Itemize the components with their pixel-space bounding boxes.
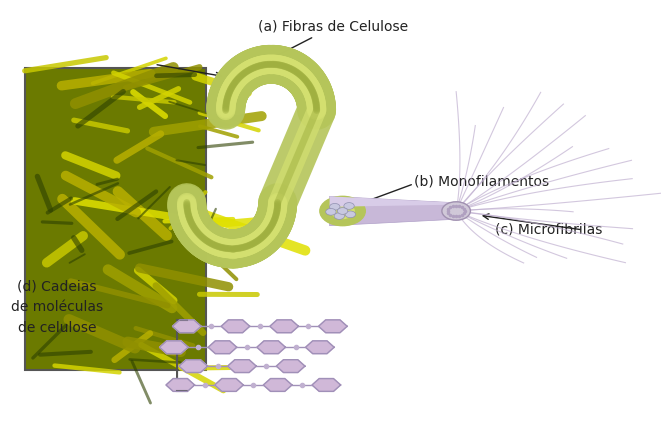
Polygon shape — [160, 341, 188, 354]
Polygon shape — [166, 379, 195, 391]
Polygon shape — [257, 341, 285, 354]
Circle shape — [334, 213, 344, 219]
Text: de celulose: de celulose — [18, 322, 96, 335]
Circle shape — [331, 203, 354, 219]
Bar — [24, 68, 207, 370]
Circle shape — [322, 198, 363, 224]
Polygon shape — [312, 379, 341, 391]
Polygon shape — [263, 379, 292, 391]
Polygon shape — [276, 360, 305, 373]
Circle shape — [326, 208, 336, 215]
Polygon shape — [318, 320, 347, 333]
Polygon shape — [209, 341, 237, 354]
Text: de moléculas: de moléculas — [11, 300, 103, 314]
Circle shape — [320, 196, 365, 226]
Polygon shape — [270, 320, 299, 333]
Text: (a) Fibras de Celulose: (a) Fibras de Celulose — [223, 20, 408, 83]
Circle shape — [340, 209, 346, 213]
Polygon shape — [306, 341, 334, 354]
Polygon shape — [330, 196, 453, 226]
Circle shape — [442, 202, 471, 220]
Circle shape — [345, 211, 355, 218]
Circle shape — [338, 208, 348, 214]
Circle shape — [336, 207, 349, 215]
Polygon shape — [173, 320, 201, 333]
Text: (d) Cadeias: (d) Cadeias — [17, 279, 97, 293]
Text: (c) Microfibrilas: (c) Microfibrilas — [495, 223, 602, 237]
Circle shape — [328, 202, 357, 220]
Circle shape — [330, 203, 340, 210]
Polygon shape — [221, 320, 250, 333]
Polygon shape — [214, 379, 243, 391]
Polygon shape — [330, 196, 453, 207]
Circle shape — [334, 206, 352, 216]
Circle shape — [344, 203, 354, 209]
Circle shape — [326, 200, 359, 222]
Polygon shape — [228, 360, 256, 373]
Text: (b) Monofilamentos: (b) Monofilamentos — [414, 175, 549, 189]
Polygon shape — [179, 360, 208, 373]
